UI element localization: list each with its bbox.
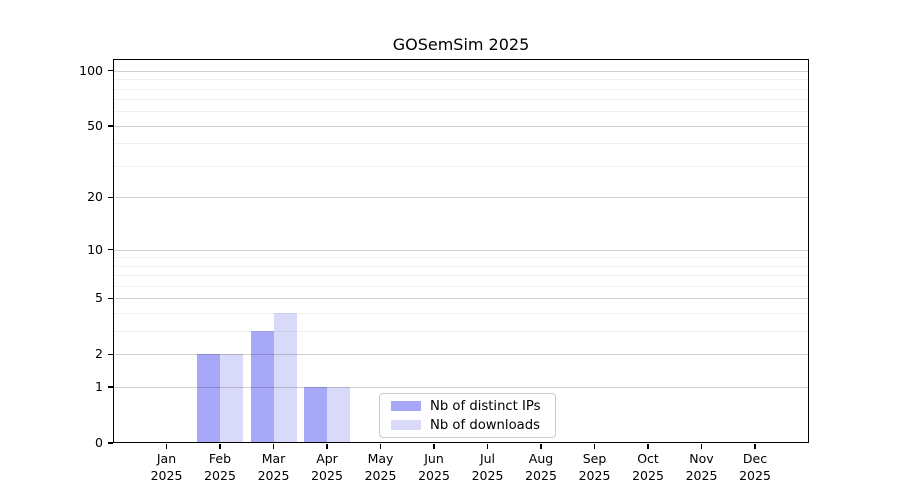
x-tick-label: Jun 2025: [418, 451, 450, 483]
gridline-minor: [113, 111, 809, 113]
gridline-minor: [113, 275, 809, 277]
x-tick-label: Dec 2025: [739, 451, 771, 483]
y-tick-label: 1: [95, 379, 103, 395]
x-tick-label: Oct 2025: [632, 451, 664, 483]
y-tick-label: 10: [87, 241, 103, 257]
y-tick-mark: [108, 353, 113, 356]
legend-label-downloads: Nb of downloads: [430, 417, 540, 433]
x-tick-mark: [700, 443, 703, 449]
bar-downloads-feb: [220, 354, 243, 443]
x-tick-mark: [486, 443, 489, 449]
gridline-minor: [113, 265, 809, 267]
gridline-minor: [113, 331, 809, 333]
gridline-minor: [113, 313, 809, 315]
bar-downloads-apr: [327, 387, 350, 443]
y-tick-label: 5: [95, 290, 103, 306]
y-tick-mark: [108, 70, 113, 72]
chart-title: GOSemSim 2025: [392, 35, 530, 54]
bar-distinct-ips-feb: [197, 354, 220, 443]
x-tick-mark: [754, 443, 756, 449]
x-tick-mark: [540, 443, 542, 449]
gridline-minor: [113, 88, 809, 90]
gridline-minor: [113, 143, 809, 145]
x-tick-mark: [593, 443, 596, 449]
x-tick-mark: [379, 443, 382, 449]
x-tick-label: Jan 2025: [150, 451, 183, 483]
x-tick-label: Feb 2025: [204, 451, 236, 483]
bar-distinct-ips-apr: [304, 387, 327, 443]
y-tick-label: 50: [87, 117, 103, 133]
bar-downloads-mar: [273, 313, 297, 443]
gridline-major: [113, 70, 809, 72]
x-tick-mark: [326, 443, 328, 449]
legend-swatch-downloads-icon: [391, 419, 421, 431]
gridline-major: [113, 249, 809, 251]
legend-label-distinct-ips: Nb of distinct IPs: [430, 398, 541, 414]
x-tick-label: Mar 2025: [257, 451, 290, 483]
x-tick-label: Jul 2025: [471, 451, 504, 483]
legend-item-downloads: Nb of downloads: [390, 417, 555, 433]
y-tick-label: 20: [87, 189, 103, 205]
gridline-minor: [113, 165, 809, 167]
y-tick-mark: [108, 442, 113, 444]
gridline-minor: [113, 257, 809, 259]
y-tick-label: 0: [95, 435, 103, 450]
y-tick-mark: [108, 386, 113, 388]
x-tick-label: Nov 2025: [685, 451, 718, 483]
x-tick-label: May 2025: [364, 451, 397, 483]
x-tick-label: Sep 2025: [578, 451, 611, 483]
y-tick-label: 100: [79, 62, 103, 78]
gridline-major: [113, 125, 809, 127]
gridline-minor: [113, 286, 809, 288]
y-tick-mark: [108, 297, 113, 300]
x-tick-label: Aug 2025: [525, 451, 557, 483]
x-tick-mark: [433, 443, 435, 449]
y-tick-mark: [108, 196, 113, 199]
legend-item-distinct-ips: Nb of distinct IPs: [390, 398, 555, 414]
y-tick-mark: [108, 125, 113, 127]
chart-legend: Nb of distinct IPs Nb of downloads: [379, 393, 556, 438]
x-tick-mark: [219, 443, 221, 449]
x-tick-mark: [165, 443, 168, 449]
bar-distinct-ips-mar: [250, 331, 274, 443]
x-tick-mark: [272, 443, 275, 449]
gridline-major: [113, 298, 809, 300]
x-tick-label: Apr 2025: [311, 451, 343, 483]
gridline-major: [113, 197, 809, 199]
y-tick-mark: [108, 248, 113, 251]
gridline-minor: [113, 99, 809, 101]
y-tick-label: 2: [95, 346, 103, 362]
x-tick-mark: [647, 443, 649, 449]
gridline-minor: [113, 79, 809, 81]
legend-swatch-distinct-ips-icon: [391, 400, 421, 412]
